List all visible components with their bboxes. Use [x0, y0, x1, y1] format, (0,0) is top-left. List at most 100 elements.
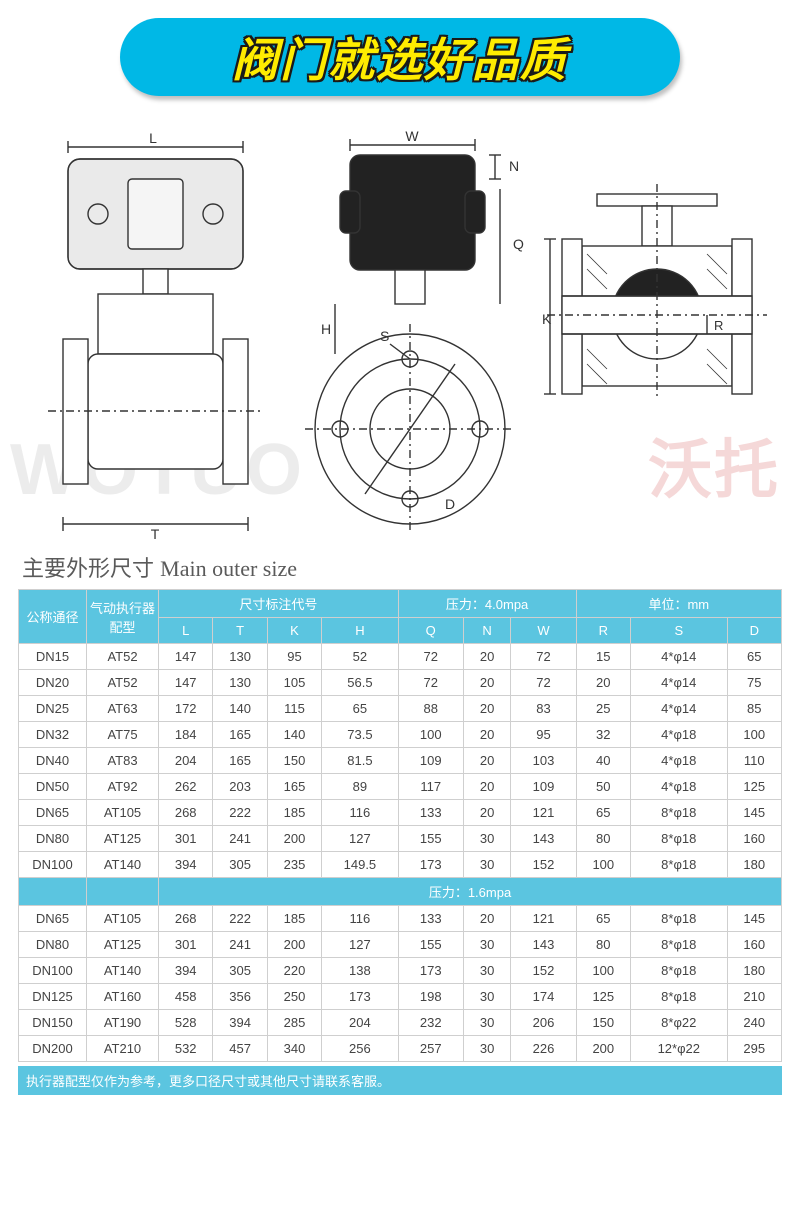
table-cell: 200	[576, 1036, 630, 1062]
table-cell: AT75	[87, 722, 159, 748]
table-cell: DN80	[19, 826, 87, 852]
th-unit: 单位：mm	[576, 590, 781, 618]
table-cell: 30	[463, 984, 511, 1010]
table-row: DN80AT12530124120012715530143808*φ18160	[19, 826, 782, 852]
table-cell: 100	[727, 722, 781, 748]
table-cell: 204	[159, 748, 213, 774]
svg-text:D: D	[445, 496, 455, 512]
table-cell: 241	[213, 932, 267, 958]
table-cell: DN20	[19, 670, 87, 696]
svg-text:L: L	[149, 130, 157, 146]
table-cell: 147	[159, 670, 213, 696]
table-cell: 356	[213, 984, 267, 1010]
table-cell: 72	[398, 644, 463, 670]
table-cell: 30	[463, 958, 511, 984]
table-cell: 127	[322, 826, 398, 852]
table-cell: AT140	[87, 958, 159, 984]
table-cell: 133	[398, 800, 463, 826]
table-cell: 130	[213, 644, 267, 670]
table-cell: 65	[576, 800, 630, 826]
svg-text:W: W	[405, 129, 419, 144]
table-cell: 65	[576, 906, 630, 932]
th-R: R	[576, 618, 630, 644]
table-cell: 133	[398, 906, 463, 932]
table-cell: 12*φ22	[630, 1036, 727, 1062]
table-cell: 172	[159, 696, 213, 722]
table-cell: 8*φ18	[630, 906, 727, 932]
table-cell: 147	[159, 644, 213, 670]
table-cell: 165	[213, 722, 267, 748]
table-cell: 20	[463, 644, 511, 670]
th-N: N	[463, 618, 511, 644]
table-cell: 173	[322, 984, 398, 1010]
table-cell: 222	[213, 800, 267, 826]
table-cell: 20	[463, 722, 511, 748]
table-row: DN20AT5214713010556.5722072204*φ1475	[19, 670, 782, 696]
table-cell: 117	[398, 774, 463, 800]
table-cell: 110	[727, 748, 781, 774]
table-cell: 150	[576, 1010, 630, 1036]
table-cell: 165	[267, 774, 321, 800]
table-cell: 75	[727, 670, 781, 696]
table-cell: 115	[267, 696, 321, 722]
dimension-table-wrap: 公称通径 气动执行器配型 尺寸标注代号 压力：4.0mpa 单位：mm L T …	[0, 589, 800, 1062]
table-cell: 160	[727, 826, 781, 852]
table-cell: 140	[213, 696, 267, 722]
table-cell: 394	[213, 1010, 267, 1036]
table-cell: 150	[267, 748, 321, 774]
table-cell: 8*φ18	[630, 852, 727, 878]
table-cell: DN150	[19, 1010, 87, 1036]
table-cell: 81.5	[322, 748, 398, 774]
table-cell: 89	[322, 774, 398, 800]
table-cell: 184	[159, 722, 213, 748]
diagram-side-view: L T	[28, 129, 278, 539]
section-title: 主要外形尺寸 Main outer size	[0, 551, 800, 589]
table-cell: 40	[576, 748, 630, 774]
table-cell: 4*φ14	[630, 644, 727, 670]
table-cell: 241	[213, 826, 267, 852]
table-cell: 130	[213, 670, 267, 696]
table-cell: 56.5	[322, 670, 398, 696]
table-cell: 72	[398, 670, 463, 696]
table-row: DN65AT10526822218511613320121658*φ18145	[19, 906, 782, 932]
table-cell: 305	[213, 852, 267, 878]
table-cell: 185	[267, 906, 321, 932]
table-row: DN80AT12530124120012715530143808*φ18160	[19, 932, 782, 958]
table-cell: 285	[267, 1010, 321, 1036]
table-cell: 20	[463, 906, 511, 932]
table-cell: 532	[159, 1036, 213, 1062]
table-cell: DN50	[19, 774, 87, 800]
table-cell: 203	[213, 774, 267, 800]
banner: 阀门就选好品质	[120, 18, 680, 96]
table-cell: AT105	[87, 906, 159, 932]
table-cell: 72	[511, 670, 576, 696]
table-cell: 8*φ18	[630, 958, 727, 984]
table-cell: 65	[322, 696, 398, 722]
th-actuator: 气动执行器配型	[87, 590, 159, 644]
table-cell: 125	[727, 774, 781, 800]
table-cell: 528	[159, 1010, 213, 1036]
table-cell: AT210	[87, 1036, 159, 1062]
table-cell: 180	[727, 852, 781, 878]
table-cell: 100	[576, 958, 630, 984]
table-cell: 72	[511, 644, 576, 670]
table-cell: 20	[463, 800, 511, 826]
table-cell: 8*φ18	[630, 984, 727, 1010]
table-cell: 262	[159, 774, 213, 800]
table-cell: 100	[398, 722, 463, 748]
table-cell: 30	[463, 932, 511, 958]
table-cell: 240	[727, 1010, 781, 1036]
table-cell: 204	[322, 1010, 398, 1036]
table-cell: 268	[159, 800, 213, 826]
table-cell: 165	[213, 748, 267, 774]
diagram-front-view: W N Q H	[295, 129, 525, 539]
table-row: DN100AT140394305235149.5173301521008*φ18…	[19, 852, 782, 878]
diagram-cross-section: K R	[542, 184, 772, 484]
th-S: S	[630, 618, 727, 644]
blank-cell	[87, 878, 159, 906]
table-cell: 152	[511, 958, 576, 984]
th-pressure1: 压力：4.0mpa	[398, 590, 576, 618]
table-cell: DN15	[19, 644, 87, 670]
table-cell: 145	[727, 906, 781, 932]
svg-text:Q: Q	[513, 236, 524, 252]
